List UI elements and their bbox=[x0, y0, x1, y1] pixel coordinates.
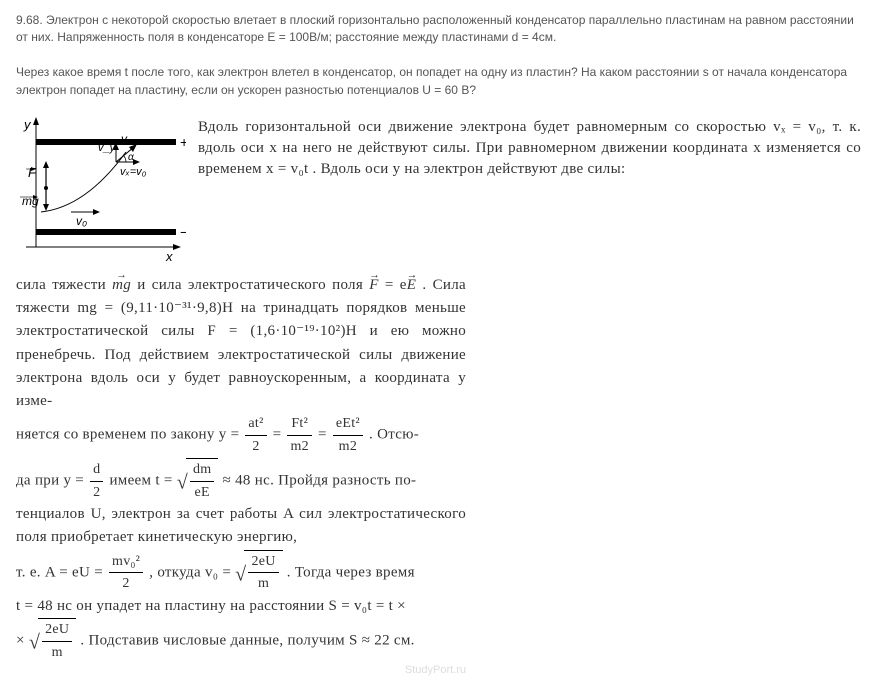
svg-text:α: α bbox=[128, 152, 134, 163]
txt-2b: и сила электростатического поля bbox=[137, 277, 369, 293]
txt-4c: ≈ 48 нс. Пройдя разность по- bbox=[223, 472, 417, 488]
txt-6c: . Тогда через время bbox=[287, 564, 415, 580]
svg-text:v₀: v₀ bbox=[76, 214, 87, 228]
txt-8b: . Подставив числовые данные, получим S ≈… bbox=[80, 633, 414, 649]
frac-sqrt-2eU-2: 2eUm bbox=[42, 619, 72, 663]
svg-text:v_y: v_y bbox=[98, 142, 117, 154]
frac-sqrt-2eU-1: 2eUm bbox=[248, 551, 278, 595]
svg-text:v: v bbox=[121, 132, 128, 146]
problem-part1: 9.68. Электрон с некоторой скоростью вле… bbox=[16, 12, 861, 47]
txt-6b: , откуда v₀ = bbox=[149, 564, 235, 580]
svg-text:+: + bbox=[180, 134, 186, 150]
frac-mv02: mv₀²2 bbox=[109, 551, 143, 595]
frac-eEt2: eEt²m2 bbox=[333, 413, 363, 457]
vec-mg: mg bbox=[112, 274, 131, 297]
vec-F: F bbox=[369, 274, 378, 297]
txt-2c: . Сила тяжести mg = (9,11·10⁻³¹·9,8)H на… bbox=[16, 277, 466, 409]
svg-text:−: − bbox=[180, 224, 186, 240]
txt-6a: т. е. A = eU = bbox=[16, 564, 107, 580]
frac-sqrt-dm: dmeE bbox=[190, 459, 215, 503]
solution-para1: Вдоль горизонтальной оси движение электр… bbox=[198, 117, 861, 180]
vec-E: E bbox=[407, 274, 416, 297]
problem-part2: Через какое время t после того, как элек… bbox=[16, 64, 861, 99]
svg-text:vₓ=v₀: vₓ=v₀ bbox=[120, 166, 147, 178]
frac-Ft2: Ft²m2 bbox=[287, 413, 312, 457]
solution-top-row: y x + − v v_y vₓ=v₀ bbox=[16, 117, 861, 270]
capacitor-diagram: y x + − v v_y vₓ=v₀ bbox=[16, 117, 186, 270]
solution-body: сила тяжести mg и сила электростатическо… bbox=[16, 274, 466, 664]
txt-8a: × bbox=[16, 633, 29, 649]
svg-text:F: F bbox=[28, 165, 37, 180]
txt-4a: да при y = bbox=[16, 472, 88, 488]
watermark: StudyPort.ru bbox=[16, 664, 466, 676]
svg-text:y: y bbox=[23, 117, 32, 132]
txt-4b: имеем t = bbox=[109, 472, 176, 488]
frac-d2: d2 bbox=[90, 459, 103, 503]
txt-3a: няется со временем по закону y = bbox=[16, 427, 243, 443]
txt-2a: сила тяжести bbox=[16, 277, 112, 293]
problem-statement: 9.68. Электрон с некоторой скоростью вле… bbox=[16, 12, 861, 99]
txt-7a: t = 48 нс он упадет на пластину на расст… bbox=[16, 598, 406, 614]
txt-5: тенциалов U, электрон за счет работы A с… bbox=[16, 506, 466, 545]
frac-at2: at²2 bbox=[245, 413, 266, 457]
svg-text:mg: mg bbox=[22, 194, 39, 208]
svg-text:x: x bbox=[165, 249, 173, 264]
txt-3b: . Отсю- bbox=[369, 427, 419, 443]
